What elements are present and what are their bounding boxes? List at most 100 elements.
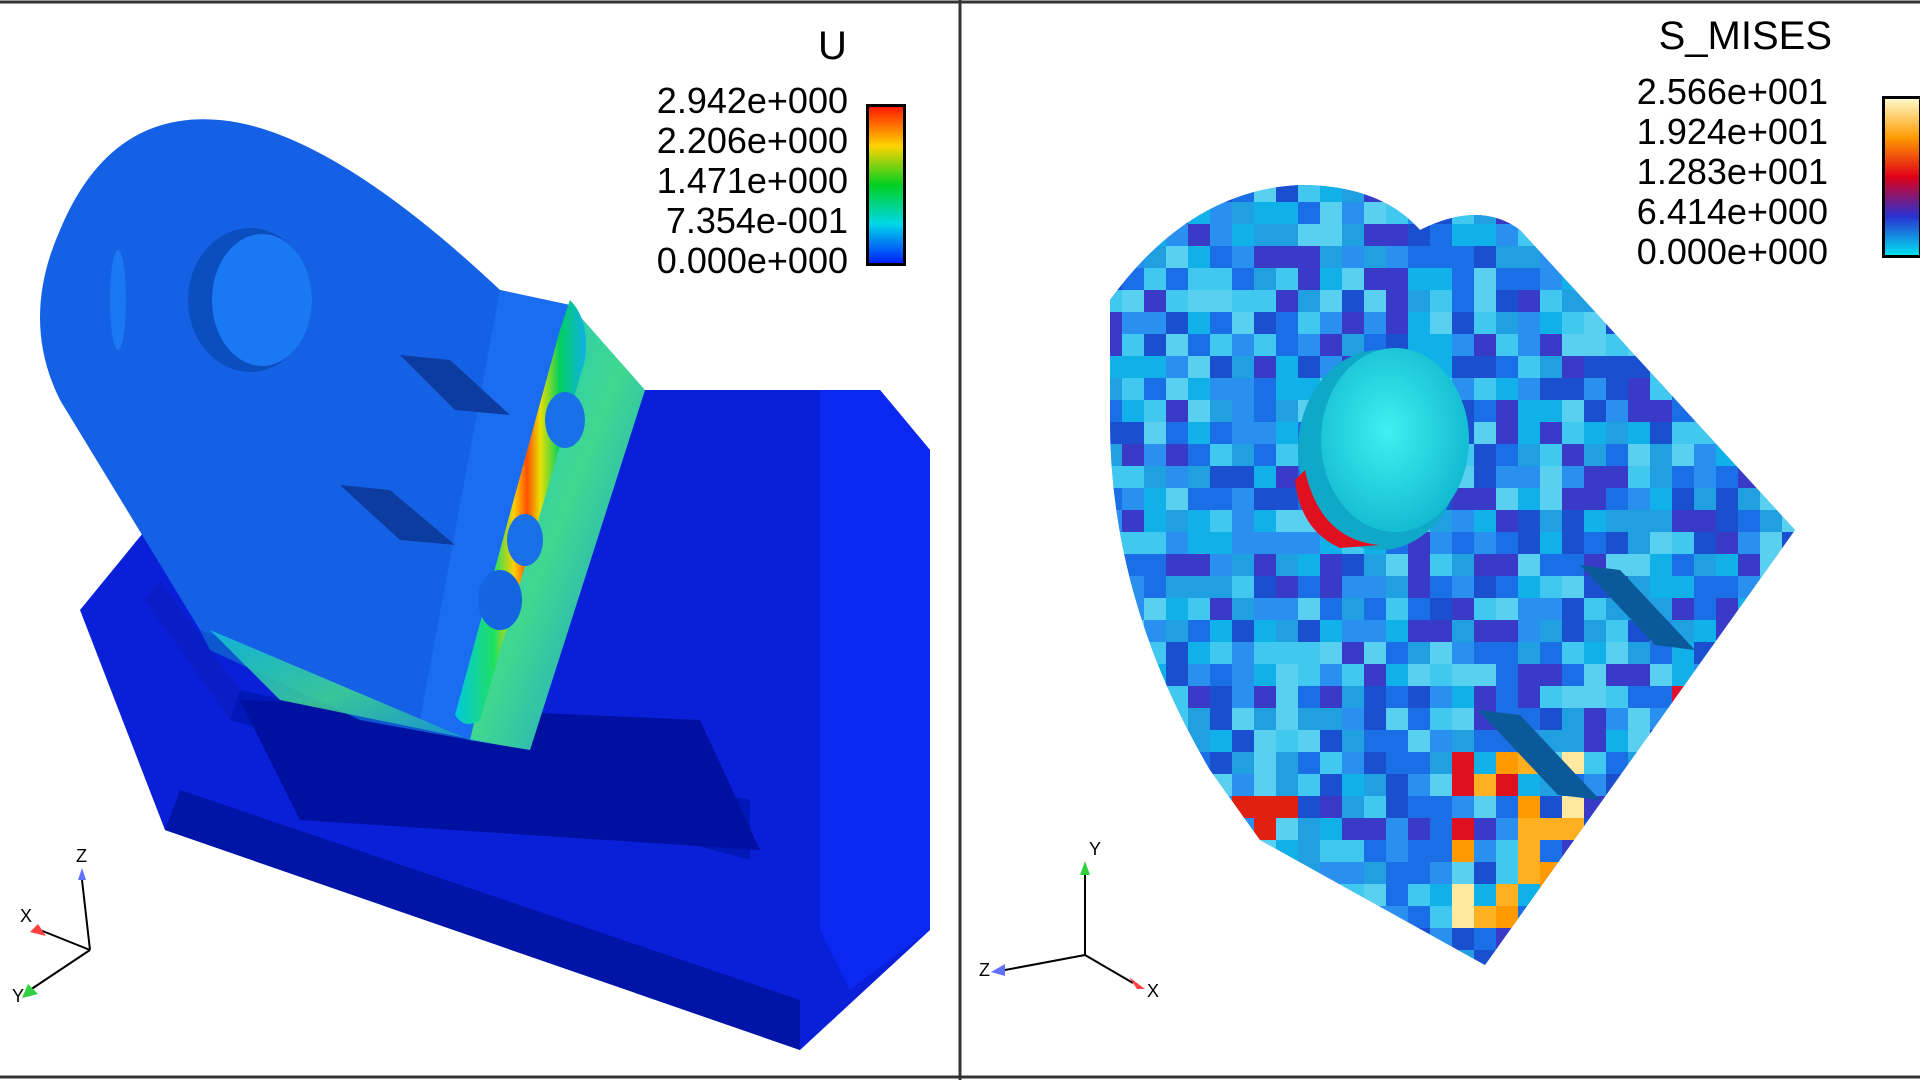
mesh-element xyxy=(1188,444,1210,466)
mesh-element xyxy=(1606,290,1628,312)
mesh-element xyxy=(1606,378,1628,400)
mesh-element xyxy=(1320,862,1342,884)
mesh-element xyxy=(1144,510,1166,532)
mesh-element xyxy=(1650,730,1672,752)
mesh-element xyxy=(1232,356,1254,378)
mesh-element xyxy=(1496,290,1518,312)
mesh-element xyxy=(1408,862,1430,884)
mesh-element xyxy=(1628,774,1650,796)
mesh-element xyxy=(1760,532,1782,554)
mesh-element xyxy=(1210,224,1232,246)
mesh-element xyxy=(1540,224,1562,246)
mesh-element xyxy=(1144,378,1166,400)
mesh-element xyxy=(1276,796,1298,818)
mesh-element xyxy=(1804,488,1826,510)
mesh-element xyxy=(1210,422,1232,444)
mesh-element xyxy=(1110,840,1122,862)
mesh-element xyxy=(1738,334,1760,356)
mesh-element xyxy=(1562,290,1584,312)
mesh-element xyxy=(1606,312,1628,334)
mesh-element xyxy=(1276,378,1298,400)
mesh-element xyxy=(1738,510,1760,532)
stress-view[interactable]: Y Z X S_MISES 2.566e+001 1.924e+001 1.28… xyxy=(960,0,1920,1080)
mesh-element xyxy=(1518,312,1540,334)
mesh-element xyxy=(1320,290,1342,312)
displacement-view[interactable]: Z X Y U 2.942e+000 2.206e+000 1.471e+000… xyxy=(0,0,960,1080)
mesh-element xyxy=(1144,730,1166,752)
displacement-model[interactable]: Z X Y xyxy=(0,0,960,1080)
mesh-element xyxy=(1430,686,1452,708)
mesh-element xyxy=(1110,312,1122,334)
mesh-element xyxy=(1694,334,1716,356)
mesh-element xyxy=(1110,334,1122,356)
mesh-element xyxy=(1694,686,1716,708)
mesh-element xyxy=(1232,730,1254,752)
mesh-element xyxy=(1210,840,1232,862)
mesh-element xyxy=(1386,906,1408,928)
mesh-element xyxy=(1474,840,1496,862)
mesh-element xyxy=(1650,862,1672,884)
mesh-element xyxy=(1430,554,1452,576)
mesh-element xyxy=(1430,950,1452,965)
mesh-element xyxy=(1606,796,1628,818)
mesh-element xyxy=(1716,972,1738,994)
mesh-element xyxy=(1188,840,1210,862)
mesh-element xyxy=(1760,488,1782,510)
mesh-element xyxy=(1320,686,1342,708)
mesh-element xyxy=(1760,290,1782,312)
mesh-element xyxy=(1540,862,1562,884)
mesh-element xyxy=(1540,664,1562,686)
mesh-element xyxy=(1122,202,1144,224)
mesh-element xyxy=(1716,796,1738,818)
stress-legend-label: 1.924e+001 xyxy=(1636,111,1828,152)
mesh-element xyxy=(1452,818,1474,840)
mesh-element xyxy=(1540,906,1562,928)
mesh-element xyxy=(1188,928,1210,950)
mesh-element xyxy=(1496,972,1518,994)
mesh-element xyxy=(1804,510,1826,532)
mesh-element xyxy=(1496,378,1518,400)
mesh-element xyxy=(1276,840,1298,862)
mesh-element xyxy=(1232,224,1254,246)
mesh-element xyxy=(1320,246,1342,268)
mesh-element xyxy=(1584,356,1606,378)
mesh-element xyxy=(1562,972,1584,994)
mesh-element xyxy=(1342,642,1364,664)
mesh-element xyxy=(1144,488,1166,510)
mesh-element xyxy=(1122,642,1144,664)
mesh-element xyxy=(1122,290,1144,312)
mesh-element xyxy=(1110,862,1122,884)
mesh-element xyxy=(1474,400,1496,422)
mesh-element xyxy=(1430,576,1452,598)
mesh-element xyxy=(1122,466,1144,488)
mesh-element xyxy=(1716,444,1738,466)
mesh-element xyxy=(1584,840,1606,862)
mesh-element xyxy=(1276,774,1298,796)
mesh-element xyxy=(1110,774,1122,796)
mesh-element xyxy=(1110,532,1122,554)
mesh-element xyxy=(1298,620,1320,642)
mesh-element xyxy=(1430,928,1452,950)
mesh-element xyxy=(1408,312,1430,334)
mesh-element xyxy=(1474,730,1496,752)
mesh-element xyxy=(1386,972,1408,994)
mesh-element xyxy=(1540,466,1562,488)
mesh-element xyxy=(1166,774,1188,796)
mesh-element xyxy=(1584,510,1606,532)
stress-model[interactable]: Y Z X xyxy=(960,0,1920,1080)
mesh-element xyxy=(1518,862,1540,884)
mesh-element xyxy=(1144,950,1166,965)
mesh-element xyxy=(1584,466,1606,488)
mesh-element xyxy=(1298,268,1320,290)
mesh-element xyxy=(1452,246,1474,268)
mesh-element xyxy=(1430,642,1452,664)
mesh-element xyxy=(1188,356,1210,378)
mesh-element xyxy=(1110,818,1122,840)
mesh-element xyxy=(1760,510,1782,532)
mesh-element xyxy=(1386,774,1408,796)
mesh-element xyxy=(1320,796,1342,818)
mesh-element xyxy=(1298,312,1320,334)
mesh-element xyxy=(1342,664,1364,686)
mesh-element xyxy=(1430,202,1452,224)
mesh-element xyxy=(1386,202,1408,224)
